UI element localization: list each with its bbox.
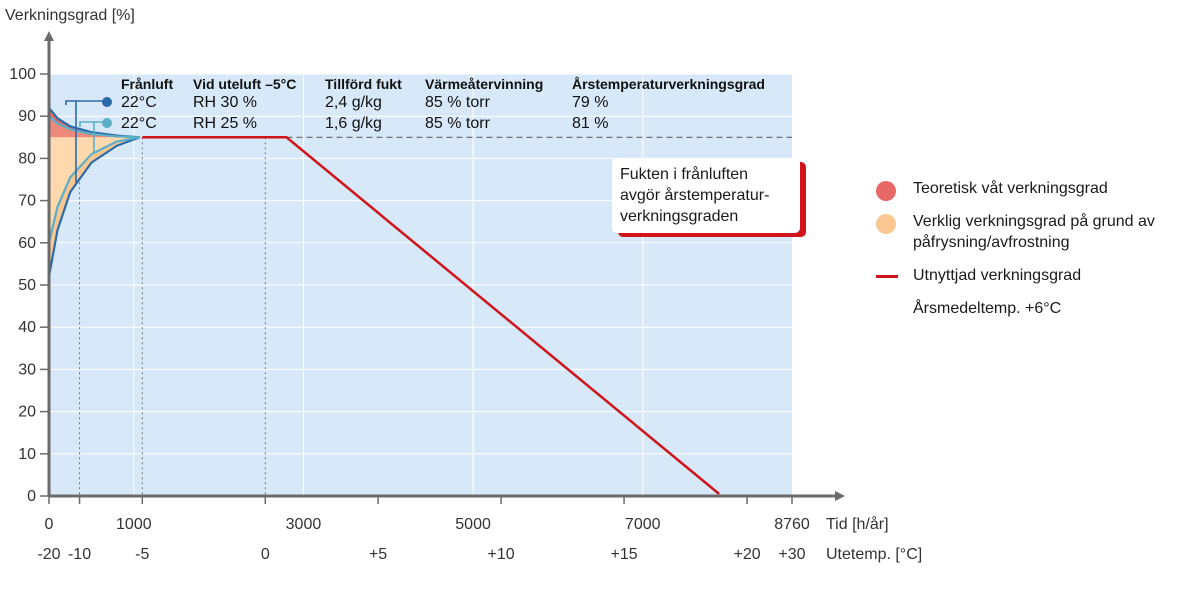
legend-item-actual: Verklig verkningsgrad på grund av påfrys…: [876, 211, 1196, 253]
x-axis-label: Tid [h/år]: [826, 515, 889, 533]
x2-tick-label: +30: [778, 546, 805, 563]
efficiency-curve: [47, 136, 141, 277]
table-cell: RH 25 %: [193, 115, 257, 132]
table-cell: 22°C: [121, 94, 157, 111]
curve-layer: [47, 100, 792, 495]
y-axis-label: Verkningsgrad [%]: [5, 7, 135, 24]
x2-tick-label: -10: [68, 546, 91, 563]
legend-label-utilized: Utnyttjad verkningsgrad: [913, 267, 1082, 284]
x-tick-label: 8760: [774, 516, 810, 533]
y-tick-label: 0: [27, 488, 36, 505]
table-cell: 22°C: [121, 115, 157, 132]
table-header: Frånluft: [121, 76, 173, 92]
theoretical-wet-area-inner: [49, 116, 140, 138]
table-cell: RH 30 %: [193, 94, 257, 111]
x-tick-label: 7000: [625, 516, 661, 533]
legend-label-actual: Verklig verkningsgrad på grund av påfrys…: [913, 213, 1155, 251]
table-header: Årstemperaturverkningsgrad: [572, 76, 765, 92]
x-tick-label: 1000: [116, 516, 152, 533]
table-cell: 85 % torr: [425, 94, 491, 111]
y-tick-label: 10: [18, 446, 36, 463]
x2-tick-label: +20: [733, 546, 760, 563]
y-tick-label: 70: [18, 193, 36, 210]
y-tick-label: 60: [18, 235, 36, 252]
callout-line: avgör årstemperatur-: [620, 186, 769, 204]
legend-label-annual-mean: Årsmedeltemp. +6°C: [913, 300, 1062, 317]
table-cell: 81 %: [572, 115, 608, 132]
y-tick-label: 80: [18, 150, 36, 167]
table-header: Vid uteluft –5°C: [193, 76, 296, 92]
x2-tick-label: -5: [135, 546, 149, 563]
y-tick-label: 90: [18, 108, 36, 125]
actual-efficiency-area-inner: [49, 137, 140, 243]
info-table: Frånluft Vid uteluft –5°C Tillförd fukt Vär…: [102, 76, 765, 132]
y-tick-label: 100: [9, 66, 36, 83]
x2-axis-label: Utetemp. [°C]: [826, 546, 922, 563]
axis-layer: [44, 31, 845, 501]
legend-swatch-theoretical: [876, 181, 896, 201]
efficiency-curve: [47, 136, 140, 244]
x2-tick-label: +15: [610, 546, 637, 563]
legend-swatch-actual: [876, 214, 896, 234]
x-tick-label: 5000: [455, 516, 491, 533]
legend-item-annual-mean: Årsmedeltemp. +6°C: [876, 298, 1196, 319]
table-row-marker: [102, 118, 112, 128]
x-tick-label: 3000: [286, 516, 322, 533]
x2-tick-label: 0: [261, 546, 270, 563]
callout-text: Fukten i frånluften avgör årstemperatur-v…: [620, 165, 769, 225]
x2-tick-label: -20: [37, 546, 60, 563]
legend: Teoretisk våt verkningsgrad Verklig verk…: [876, 178, 1196, 331]
callout-line: Fukten i frånluften: [620, 165, 748, 183]
y-tick-label: 30: [18, 361, 36, 378]
connector-line: [79, 121, 103, 127]
x-tick-label: 0: [45, 516, 54, 533]
table-header: Värmeåtervinning: [425, 76, 543, 92]
table-row-marker: [102, 97, 112, 107]
utilized-efficiency-line: [142, 136, 720, 495]
grid-layer: [49, 73, 792, 496]
callout-box: Fukten i frånluften avgör årstemperatur-v…: [612, 158, 806, 237]
table-header: Tillförd fukt: [325, 76, 402, 92]
legend-swatch-utilized: [876, 275, 898, 278]
legend-item-utilized: Utnyttjad verkningsgrad: [876, 265, 1196, 286]
x2-tick-label: +5: [369, 546, 387, 563]
efficiency-curve: [48, 115, 140, 139]
x2-tick-label: +10: [488, 546, 515, 563]
y-tick-label: 40: [18, 319, 36, 336]
y-tick-label: 20: [18, 404, 36, 421]
table-cell: 2,4 g/kg: [325, 94, 382, 111]
table-cell: 79 %: [572, 94, 608, 111]
table-cell: 85 % torr: [425, 115, 491, 132]
legend-item-theoretical: Teoretisk våt verkningsgrad: [876, 178, 1196, 201]
y-tick-label: 50: [18, 277, 36, 294]
legend-label-theoretical: Teoretisk våt verkningsgrad: [913, 180, 1108, 197]
table-cell: 1,6 g/kg: [325, 115, 382, 132]
callout-line: verkningsgraden: [620, 208, 738, 225]
connector-line: [65, 100, 103, 105]
